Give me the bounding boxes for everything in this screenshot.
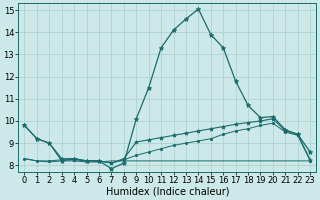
X-axis label: Humidex (Indice chaleur): Humidex (Indice chaleur) (106, 187, 229, 197)
